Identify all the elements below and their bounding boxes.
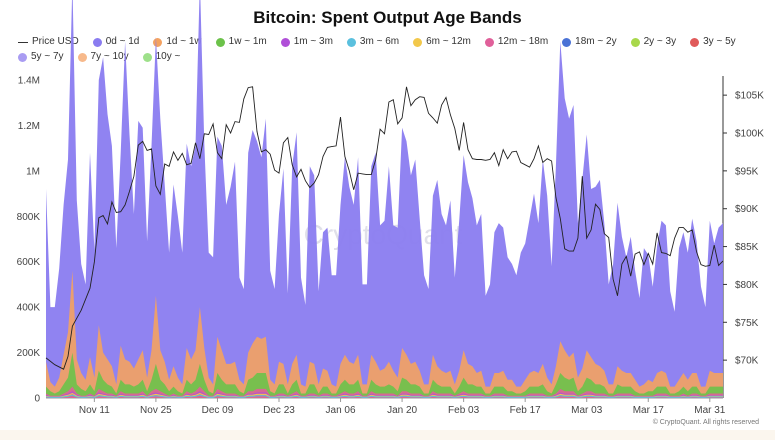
minor-band-line [45,394,723,398]
y-right-tick-label: $70K [735,356,759,367]
legend-label: 2y ~ 3y [643,36,677,47]
legend-item[interactable]: 6m ~ 12m [413,36,471,48]
y-right-tick-label: $100K [735,129,764,140]
legend-item[interactable]: 5y ~ 7y [18,51,64,63]
area-0d-1d [46,0,723,398]
x-tick-label: Dec 23 [263,405,295,416]
x-tick-label: Jan 06 [326,405,356,416]
legend-item[interactable]: 3y ~ 5y [690,36,736,48]
legend-label: 5y ~ 7y [31,51,64,62]
legend-item[interactable]: 12m ~ 18m [484,36,549,48]
legend-swatch [142,52,152,62]
legend-swatch [215,37,225,47]
y-right-tick-label: $85K [735,242,759,253]
legend-swatch [413,37,423,47]
legend-swatch [484,37,494,47]
y-left-tick-label: 600K [17,257,41,268]
x-tick-label: Feb 17 [510,405,542,416]
price-usd-line [45,86,724,370]
y-left-tick-label: 1.2M [18,121,40,132]
copyright-footer: © CryptoQuant. All rights reserved [652,419,759,426]
legend-label: 3m ~ 6m [359,36,400,47]
legend-label: 6m ~ 12m [426,36,471,47]
legend-item[interactable]: 10y ~ [142,51,181,63]
x-tick-label: Jan 20 [387,405,417,416]
bottom-band [0,430,775,440]
legend-swatch [77,52,87,62]
legend-label: 7y ~ 10y [90,51,129,62]
legend-swatch [562,37,572,47]
x-tick-label: Mar 17 [633,405,665,416]
y-left-tick-label: 1.4M [18,76,40,87]
y-left-tick-label: 1M [26,166,40,177]
legend-item[interactable]: 1m ~ 3m [280,36,333,48]
legend-item[interactable]: 1d ~ 1w [153,36,202,48]
legend-swatch [18,52,27,62]
legend-swatch [280,37,290,47]
y-left-tick-label: 400K [17,303,41,314]
chart-legend: Price USD 0d ~ 1d 1d ~ 1w 1w ~ 1m 1m ~ 3m 3m … [18,36,763,63]
y-left-tick-label: 0 [34,394,40,405]
legend-swatch [690,37,700,47]
y-right-tick-label: $95K [735,166,759,177]
x-tick-label: Nov 11 [79,405,110,416]
legend-item[interactable]: 1w ~ 1m [215,36,267,48]
legend-item[interactable]: 2y ~ 3y [630,36,677,48]
legend-item[interactable]: 18m ~ 2y [562,36,617,48]
legend-item[interactable]: 3m ~ 6m [346,36,400,48]
legend-swatch [92,37,102,47]
legend-label: 1w ~ 1m [228,36,267,47]
area-1w-1m [46,352,723,398]
legend-swatch [18,41,28,43]
y-left-tick-label: 200K [17,348,41,359]
legend-label: 10y ~ [155,51,181,62]
legend-label: 1d ~ 1w [166,36,202,47]
y-left-tick-label: 800K [17,212,41,223]
x-tick-label: Mar 03 [571,405,603,416]
legend-label: 1m ~ 3m [293,36,333,47]
legend-label: 18m ~ 2y [575,36,617,47]
legend-swatch [630,37,640,47]
legend-label: 12m ~ 18m [497,36,549,47]
legend-swatch [346,37,356,47]
y-right-tick-label: $80K [735,280,759,291]
legend-label: Price USD [32,36,79,47]
x-tick-label: Mar 31 [694,405,726,416]
y-right-tick-label: $90K [735,204,759,215]
legend-item[interactable]: 0d ~ 1d [92,36,140,48]
legend-swatch [153,37,163,47]
chart-title: Bitcoin: Spent Output Age Bands [253,8,522,27]
y-right-tick-label: $105K [735,91,764,102]
x-tick-label: Nov 25 [140,405,172,416]
x-tick-label: Feb 03 [448,405,480,416]
x-tick-label: Dec 09 [202,405,234,416]
legend-label: 3y ~ 5y [703,36,736,47]
legend-item[interactable]: 7y ~ 10y [77,51,129,63]
legend-item[interactable]: Price USD [18,36,79,48]
y-right-tick-label: $75K [735,318,759,329]
legend-label: 0d ~ 1d [105,36,140,47]
area-1d-1w [46,270,723,398]
